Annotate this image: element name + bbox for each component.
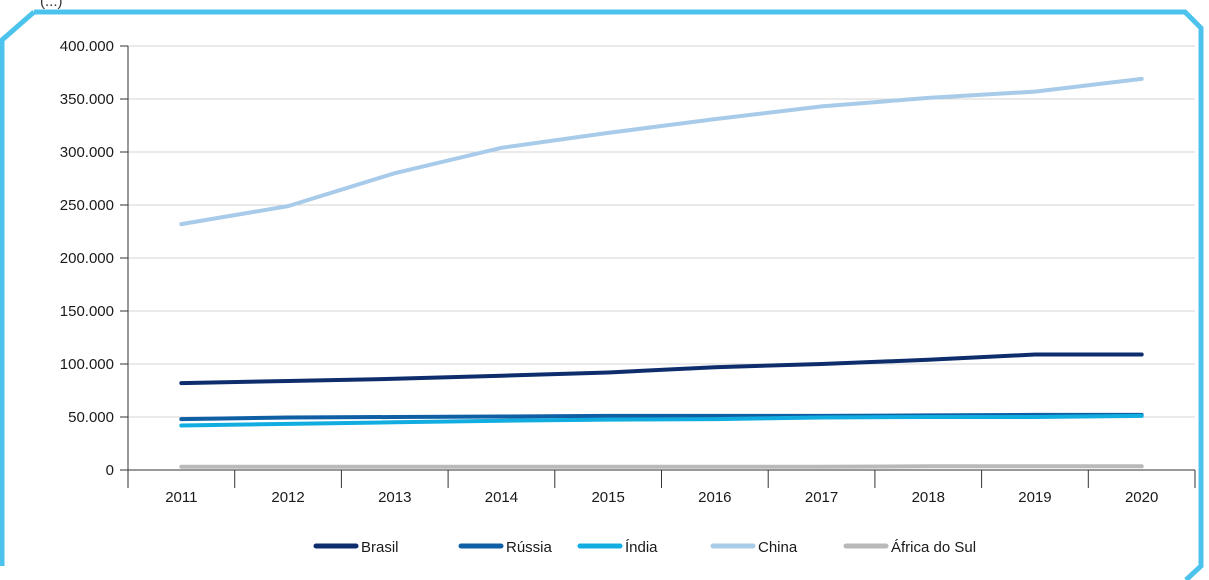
y-tick-label: 50.000 — [68, 409, 114, 426]
y-tick-label: 400.000 — [60, 38, 114, 55]
legend-label-1: Brasil — [361, 539, 399, 556]
y-tick-label: 250.000 — [60, 197, 114, 214]
series-line-3 — [179, 413, 1144, 428]
y-tick-label: 350.000 — [60, 91, 114, 108]
x-tick-label: 2019 — [1018, 489, 1051, 506]
y-tick-label: 200.000 — [60, 250, 114, 267]
x-tick-label: 2020 — [1125, 489, 1158, 506]
legend-label-5: África do Sul — [891, 539, 976, 556]
header-partial-text: (...) — [40, 0, 63, 10]
legend-label-4: China — [758, 539, 798, 556]
y-tick-label: 0 — [106, 462, 114, 479]
legend-label-3: Índia — [625, 539, 658, 556]
x-tick-label: 2013 — [378, 489, 411, 506]
y-tick-label: 100.000 — [60, 356, 114, 373]
x-tick-label: 2012 — [271, 489, 304, 506]
series-line-4 — [179, 76, 1144, 227]
x-tick-label: 2014 — [485, 489, 518, 506]
y-tick-label: 300.000 — [60, 144, 114, 161]
series-line-5 — [179, 464, 1144, 469]
x-tick-label: 2011 — [165, 489, 197, 506]
x-tick-label: 2015 — [591, 489, 624, 506]
legend: Brasil Rússia Índia China África do Sul — [313, 539, 976, 556]
grid-lines — [128, 45, 1195, 418]
series-line-1 — [179, 352, 1144, 386]
y-axis: 0 50.000 100.000 150.000 200.000 250.000 300.0… — [60, 38, 129, 479]
legend-label-2: Rússia — [506, 539, 553, 556]
y-tick-label: 150.000 — [60, 303, 114, 320]
series-lines — [179, 76, 1144, 469]
x-axis: 2011 2012 2013 2014 2015 2016 2017 2018 2019 2020 — [127, 469, 1196, 506]
x-tick-label: 2018 — [912, 489, 945, 506]
x-tick-label: 2017 — [805, 489, 838, 506]
x-tick-label: 2016 — [698, 489, 731, 506]
